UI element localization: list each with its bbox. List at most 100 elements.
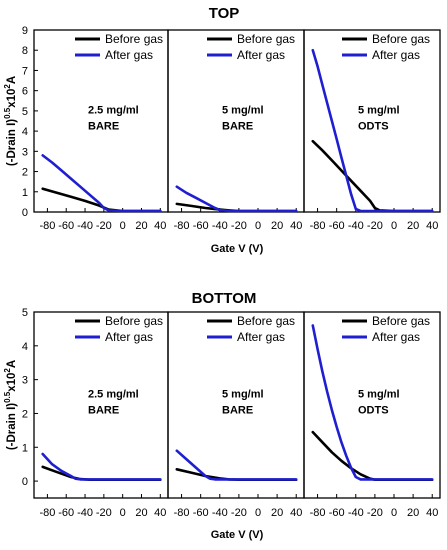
chart-title: TOP [209,5,240,22]
y-tick-label: 4 [22,341,28,353]
y-tick-label: 5 [22,307,28,319]
x-tick-label: -40 [77,507,93,519]
panel-2: -80 -60 -40 -20 0 20 40 Before gas After gas 5 mg… [167,311,305,519]
legend-label: Before gas [105,314,163,328]
x-tick-label: -80 [39,220,55,232]
series-line-after-gas [41,154,162,213]
y-tick-label: 0 [22,476,28,488]
y-tick-label: 1 [22,442,28,454]
x-tick-label: -20 [231,220,247,232]
x-axis-label: Gate V (V) [211,243,264,255]
x-axis-label: Gate V (V) [211,529,264,541]
x-tick-label: -60 [329,220,345,232]
series-line-after-gas [41,452,162,481]
x-tick-label: -20 [367,507,383,519]
legend-label: Before gas [105,32,163,46]
x-tick-label: -40 [348,220,364,232]
x-tick-label: -60 [193,507,209,519]
x-tick-label: 0 [120,507,126,519]
x-tick-label: 40 [154,507,166,519]
x-tick-label: -20 [367,220,383,232]
panel-label-concentration: 2.5 mg/ml [88,105,139,117]
panel-label-surface: BARE [88,121,119,133]
legend-label: After gas [105,48,153,62]
legend-label: After gas [372,330,420,344]
series-line-before-gas [311,430,434,482]
x-tick-label: -60 [329,507,345,519]
x-tick-label: -60 [58,220,74,232]
legend-label: Before gas [372,314,430,328]
chart-title: BOTTOM [192,290,257,307]
x-tick-label: 40 [290,507,302,519]
x-tick-label: 0 [120,220,126,232]
legend-label: Before gas [372,32,430,46]
y-tick-label: 9 [22,25,28,37]
y-tick-label: 1 [22,187,28,199]
panel-label-surface: ODTS [358,121,389,133]
y-tick-label: 2 [22,408,28,420]
x-tick-label: 40 [426,507,438,519]
panel-3: -80 -60 -40 -20 0 20 40 Before gas After gas 5 mg… [303,311,441,519]
x-tick-label: 40 [290,220,302,232]
x-tick-label: 20 [135,220,147,232]
panel-frame [303,311,441,499]
legend-label: After gas [237,330,285,344]
panel-label-surface: ODTS [358,405,389,417]
series-line-after-gas [175,185,298,213]
panel-label-concentration: 5 mg/ml [222,105,264,117]
panel-label-surface: BARE [222,405,253,417]
x-tick-label: 0 [255,220,261,232]
series-line-before-gas [41,187,162,213]
x-tick-label: 40 [426,220,438,232]
series-line-after-gas [175,449,298,481]
panel-1: -80 -60 -40 -20 0 20 40 Before gas After gas 2.5 … [33,311,169,519]
y-tick-label: 5 [22,106,28,118]
x-tick-label: -80 [174,507,190,519]
y-tick-label: 3 [22,375,28,387]
y-axis-label: (-Drain I)0.5x102A [3,360,18,450]
series-line-after-gas [311,324,434,481]
x-tick-label: 20 [407,507,419,519]
series-line-after-gas [311,48,434,213]
x-tick-label: -40 [212,507,228,519]
series-line-before-gas [311,139,434,213]
panel-1: -80 -60 -40 -20 0 20 40 Before gas After gas 2.5 … [33,29,169,232]
panel-3: -80 -60 -40 -20 0 20 40 Before gas After gas 5 mg… [303,29,441,232]
panel-label-concentration: 5 mg/ml [358,105,400,117]
legend-label: After gas [105,330,153,344]
y-tick-label: 6 [22,86,28,98]
y-tick-label: 8 [22,45,28,57]
panel-label-surface: BARE [88,405,119,417]
panel-label-concentration: 2.5 mg/ml [88,389,139,401]
panel-label-concentration: 5 mg/ml [358,389,400,401]
panel-label-concentration: 5 mg/ml [222,389,264,401]
x-tick-label: -40 [348,507,364,519]
x-tick-label: 20 [407,220,419,232]
y-tick-label: 7 [22,65,28,77]
x-tick-label: -80 [174,220,190,232]
x-tick-label: -40 [77,220,93,232]
x-tick-label: -80 [310,220,326,232]
panel-2: -80 -60 -40 -20 0 20 40 Before gas After gas 5 mg… [167,29,305,232]
legend-label: After gas [237,48,285,62]
panel-label-surface: BARE [222,121,253,133]
x-tick-label: -20 [96,507,112,519]
x-tick-label: 20 [135,507,147,519]
x-tick-label: -20 [96,220,112,232]
x-tick-label: -60 [58,507,74,519]
x-tick-label: 20 [271,220,283,232]
x-tick-label: 40 [154,220,166,232]
y-tick-label: 3 [22,146,28,158]
legend-label: Before gas [237,314,295,328]
y-axis-label: (-Drain I)0.5x102A [3,76,18,166]
x-tick-label: 0 [391,220,397,232]
y-tick-label: 2 [22,167,28,179]
x-tick-label: -20 [231,507,247,519]
x-tick-label: 0 [255,507,261,519]
x-tick-label: 0 [391,507,397,519]
legend-label: Before gas [237,32,295,46]
x-tick-label: -40 [212,220,228,232]
